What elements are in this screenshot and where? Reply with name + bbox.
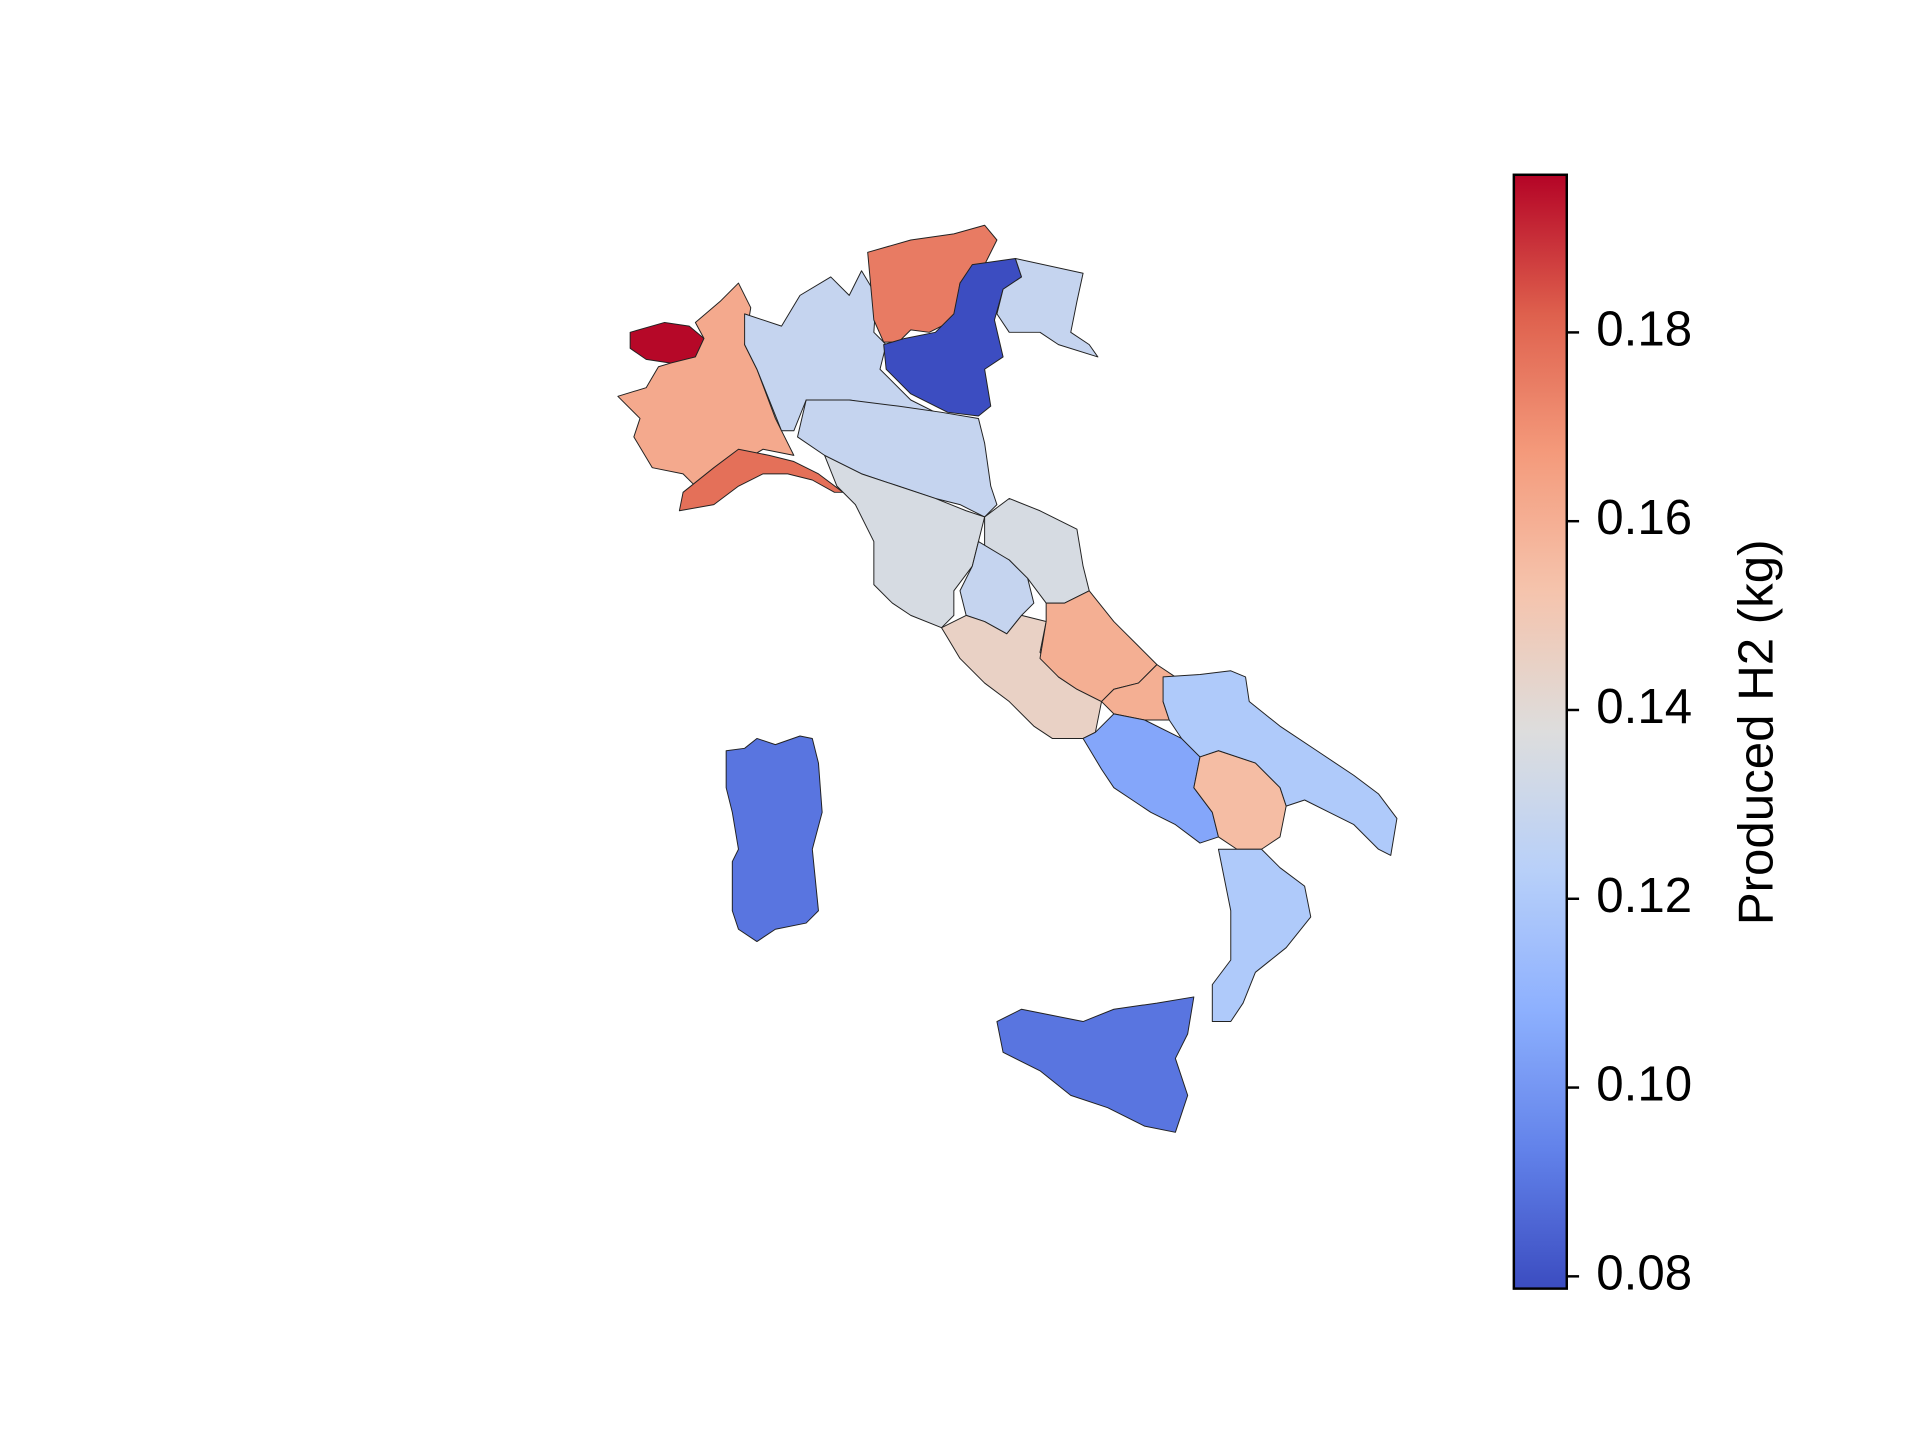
region [824, 454, 986, 629]
region [678, 448, 844, 512]
region [996, 257, 1099, 358]
region [996, 996, 1195, 1133]
colorbar: 0.08 0.10 0.12 0.14 0.16 0.18 [1512, 173, 1692, 1300]
colorbar-label: Produced H2 (kg) [1728, 539, 1783, 925]
region [725, 735, 823, 943]
colorbar-tick-label: 0.14 [1596, 679, 1692, 734]
colorbar-tick-label: 0.10 [1596, 1057, 1692, 1112]
region [1211, 848, 1312, 1023]
colorbar-tick-label: 0.18 [1596, 301, 1692, 356]
region [1193, 750, 1287, 850]
regions [617, 224, 1398, 1133]
region [1162, 670, 1398, 856]
colorbar-tick-label: 0.12 [1596, 868, 1692, 923]
region [744, 270, 936, 432]
region [629, 321, 705, 364]
colorbar-gradient [1512, 173, 1568, 1290]
colorbar-tick-label: 0.16 [1596, 490, 1692, 545]
colorbar-tick-label: 0.08 [1596, 1245, 1692, 1300]
